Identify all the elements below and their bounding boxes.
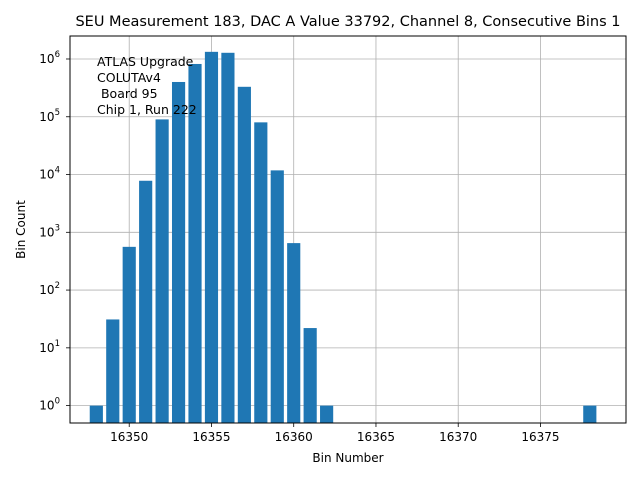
bar [106,319,120,423]
bar [188,63,202,423]
y-tick-label: 100 [39,397,60,413]
x-tick-label: 16370 [439,430,477,444]
bar [89,405,103,423]
bar [254,122,268,423]
bar [155,119,169,423]
bar [270,170,284,423]
bar [122,246,136,423]
annotation-line: Chip 1, Run 222 [97,102,197,117]
x-tick-label: 16360 [275,430,313,444]
bar [320,405,334,423]
y-tick-label: 101 [39,339,60,355]
y-tick-label: 103 [39,223,60,239]
annotation-line: COLUTAv4 [97,70,161,85]
bar [139,180,153,423]
x-axis-label: Bin Number [312,451,383,465]
y-tick-label: 102 [39,281,60,297]
y-tick-label: 105 [39,108,60,124]
x-tick-label: 16355 [192,430,230,444]
bar [583,405,597,423]
bar [303,328,317,423]
y-tick-label: 106 [39,50,60,66]
annotation-line: ATLAS Upgrade [97,54,194,69]
bar [171,81,186,423]
bars [89,51,597,424]
bar [204,51,219,423]
axis-ticks: 16350 16355 16360 16365 16370 16375 100 101 102 1… [39,50,559,444]
annotation-line: Board 95 [97,86,158,101]
y-axis-label: Bin Count [14,200,28,259]
chart-title: SEU Measurement 183, DAC A Value 33792, … [75,14,620,30]
x-tick-label: 16375 [521,430,559,444]
bar [221,52,235,423]
y-tick-label: 104 [39,166,60,182]
plot-frame [69,35,627,424]
bar [287,243,301,423]
x-tick-label: 16350 [110,430,148,444]
x-tick-label: 16365 [357,430,395,444]
bar [237,86,251,424]
